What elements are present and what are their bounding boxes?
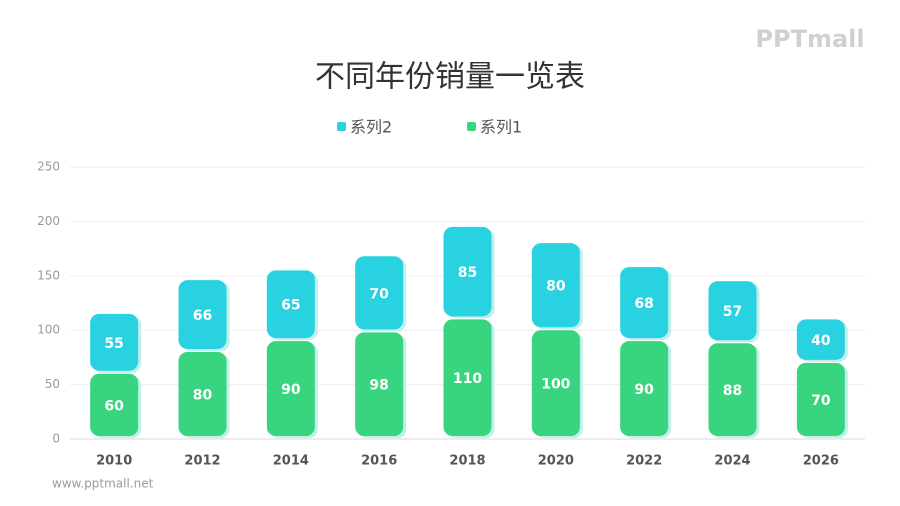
bar xyxy=(708,343,757,436)
x-tick-label: 2012 xyxy=(184,454,220,469)
value-label: 98 xyxy=(369,378,388,394)
value-label: 57 xyxy=(723,304,742,320)
y-tick-label: 0 xyxy=(52,432,60,446)
bar xyxy=(266,341,315,436)
bar xyxy=(796,362,845,436)
x-tick-label: 2024 xyxy=(714,454,750,469)
bar xyxy=(531,243,580,328)
value-label: 55 xyxy=(104,336,123,352)
bar xyxy=(266,270,315,339)
value-label: 80 xyxy=(193,387,213,403)
value-label: 65 xyxy=(281,298,300,314)
bar xyxy=(531,330,580,436)
value-label: 110 xyxy=(453,371,482,387)
bar xyxy=(708,281,757,341)
value-label: 70 xyxy=(369,286,389,302)
x-tick-label: 2018 xyxy=(449,454,485,469)
bar xyxy=(443,226,492,317)
bar xyxy=(620,267,669,339)
legend-marker xyxy=(337,122,346,131)
bar xyxy=(355,332,404,436)
bar xyxy=(178,280,227,349)
y-tick-label: 250 xyxy=(37,160,60,174)
value-label: 90 xyxy=(281,382,301,398)
footer: www.pptmall.net xyxy=(52,477,154,491)
bar xyxy=(90,313,139,371)
bar xyxy=(90,373,139,436)
value-label: 100 xyxy=(541,377,570,393)
x-tick-label: 2020 xyxy=(538,454,574,469)
value-label: 80 xyxy=(546,279,566,295)
value-label: 90 xyxy=(634,382,654,398)
x-tick-label: 2014 xyxy=(273,454,309,469)
value-label: 68 xyxy=(634,296,653,312)
bar xyxy=(178,351,227,436)
legend-marker xyxy=(467,122,476,131)
legend-label: 系列2 xyxy=(350,118,392,137)
bar xyxy=(796,319,845,360)
value-label: 66 xyxy=(193,308,212,324)
y-tick-label: 200 xyxy=(37,214,60,228)
y-tick-label: 150 xyxy=(37,268,60,282)
value-label: 70 xyxy=(811,393,831,409)
legend-label: 系列1 xyxy=(480,118,522,137)
bar xyxy=(355,256,404,330)
bar xyxy=(620,341,669,436)
x-tick-label: 2022 xyxy=(626,454,662,469)
value-label: 85 xyxy=(458,265,477,281)
value-label: 88 xyxy=(723,383,742,399)
bar xyxy=(443,319,492,436)
x-tick-label: 2010 xyxy=(96,454,132,469)
y-tick-label: 50 xyxy=(45,377,60,391)
y-tick-label: 100 xyxy=(37,323,60,337)
value-label: 40 xyxy=(811,333,831,349)
x-tick-label: 2026 xyxy=(803,454,839,469)
value-label: 60 xyxy=(104,398,124,414)
watermark: PPTmall xyxy=(755,25,864,53)
x-tick-label: 2016 xyxy=(361,454,397,469)
chart-title: 不同年份销量一览表 xyxy=(315,60,585,95)
